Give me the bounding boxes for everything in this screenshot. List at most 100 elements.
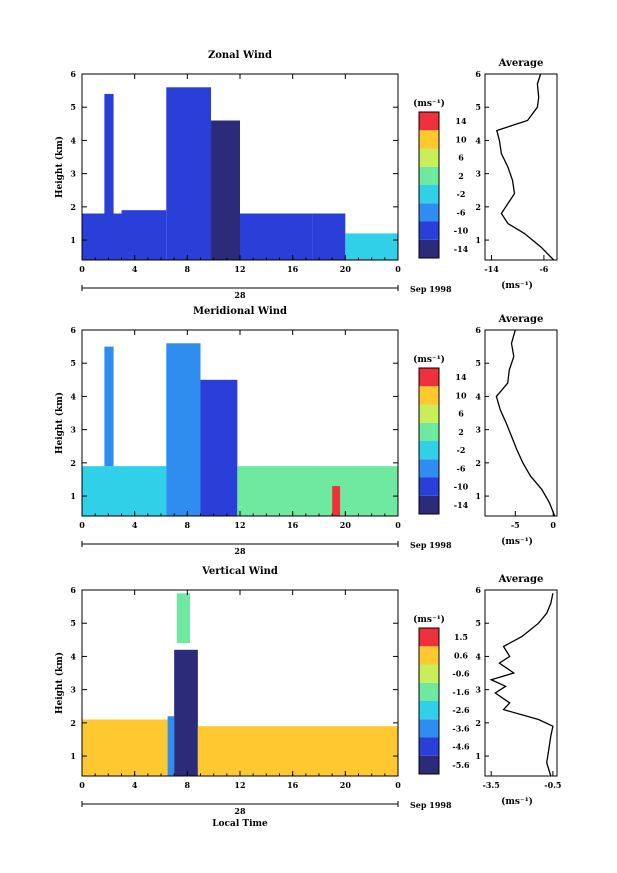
heatmap-cell (82, 213, 122, 260)
heatmap-cell (82, 466, 167, 516)
colorbar-segment (419, 368, 439, 387)
x-tick-label: 0 (395, 264, 401, 274)
colorbar-tick-label: 2 (458, 427, 464, 437)
colorbar-segment (419, 221, 439, 240)
avg-y-tick-label: 5 (475, 102, 481, 112)
avg-y-tick-label: 1 (475, 491, 481, 501)
colorbar-tick-label: -2.6 (452, 705, 470, 715)
x-tick-label: 0 (79, 780, 85, 790)
y-tick-label: 2 (70, 458, 76, 468)
heatmap-cell (237, 466, 398, 516)
x-tick-label: 12 (234, 520, 245, 530)
avg-y-tick-label: 4 (475, 391, 481, 401)
y-axis-label: Height (km) (54, 136, 65, 198)
colorbar-tick-label: -6 (457, 463, 466, 473)
heatmap-cell (174, 649, 198, 776)
date-month-label: Sep 1998 (410, 284, 452, 294)
heatmap-cell (312, 213, 346, 260)
colorbar-tick-label: -1.6 (452, 687, 470, 697)
avg-y-tick-label: 6 (475, 325, 481, 335)
colorbar-tick-label: -0.6 (452, 669, 470, 679)
heatmap-cell (167, 716, 175, 776)
y-axis-label: Height (km) (54, 652, 65, 714)
avg-x-tick-label: -5 (511, 520, 520, 530)
date-day-label: 28 (234, 546, 246, 556)
y-tick-label: 5 (70, 358, 76, 368)
colorbar-segment (419, 459, 439, 478)
average-title: Average (498, 314, 544, 325)
x-tick-label: 8 (185, 520, 191, 530)
colorbar-segment (419, 148, 439, 167)
heatmap-cell (121, 210, 167, 260)
x-tick-label: 12 (234, 264, 245, 274)
y-tick-label: 1 (70, 491, 76, 501)
x-tick-label: 8 (185, 780, 191, 790)
x-tick-label: 16 (287, 264, 299, 274)
x-tick-label: 20 (340, 780, 352, 790)
heatmap-cell (82, 719, 168, 776)
colorbar-segment (419, 755, 439, 774)
y-tick-label: 2 (70, 202, 76, 212)
colorbar-segment (419, 441, 439, 460)
colorbar-segment (419, 737, 439, 756)
colorbar-tick-label: -4.6 (452, 742, 470, 752)
x-tick-label: 0 (79, 264, 85, 274)
x-tick-label: 0 (395, 520, 401, 530)
avg-x-tick-label: -14 (484, 264, 499, 274)
colorbar-tick-label: -2 (457, 445, 466, 455)
avg-y-tick-label: 5 (475, 358, 481, 368)
colorbar-segment (419, 386, 439, 405)
colorbar-unit-label: (ms⁻¹) (413, 354, 445, 365)
x-tick-label: 0 (79, 520, 85, 530)
date-day-label: 28 (234, 290, 246, 300)
y-axis-label: Height (km) (54, 392, 65, 454)
colorbar-frame (418, 111, 440, 259)
y-tick-label: 6 (70, 69, 76, 79)
avg-y-tick-label: 3 (475, 685, 481, 695)
heatmap-cell (104, 346, 114, 467)
avg-y-tick-label: 4 (475, 135, 481, 145)
colorbar-tick-label: -10 (454, 482, 469, 492)
y-tick-label: 6 (70, 585, 76, 595)
colorbar-tick-label: 14 (455, 372, 467, 382)
colorbar-unit-label: (ms⁻¹) (413, 614, 445, 625)
avg-y-tick-label: 2 (475, 458, 481, 468)
average-frame (484, 329, 558, 517)
colorbar-tick-label: -14 (454, 500, 469, 510)
panel-title: Zonal Wind (208, 50, 272, 61)
y-tick-label: 2 (70, 718, 76, 728)
x-tick-label: 4 (132, 780, 138, 790)
colorbar-segment (419, 239, 439, 258)
colorbar-segment (419, 166, 439, 185)
colorbar-tick-label: 2 (458, 171, 464, 181)
colorbar-tick-label: 6 (458, 153, 464, 163)
colorbar-tick-label: 6 (458, 409, 464, 419)
avg-x-tick-label: 0 (550, 520, 556, 530)
avg-x-tick-label: -0.5 (544, 780, 561, 790)
colorbar-segment (419, 628, 439, 647)
date-day-label: 28 (234, 806, 246, 816)
colorbar-frame (418, 367, 440, 515)
y-tick-label: 4 (70, 135, 76, 145)
y-tick-label: 3 (70, 685, 76, 695)
x-tick-label: 16 (287, 520, 299, 530)
average-title: Average (498, 574, 544, 585)
colorbar-tick-label: -10 (454, 226, 469, 236)
avg-y-tick-label: 3 (475, 425, 481, 435)
avg-x-axis-label: (ms⁻¹) (501, 280, 533, 291)
heatmap-cell (211, 120, 240, 260)
colorbar-segment (419, 701, 439, 720)
avg-y-tick-label: 1 (475, 751, 481, 761)
y-tick-label: 4 (70, 651, 76, 661)
date-month-label: Sep 1998 (410, 540, 452, 550)
avg-x-axis-label: (ms⁻¹) (501, 796, 533, 807)
avg-y-tick-label: 6 (475, 69, 481, 79)
avg-y-tick-label: 2 (475, 202, 481, 212)
colorbar-segment (419, 682, 439, 701)
heatmap-cell (104, 93, 114, 214)
y-tick-label: 3 (70, 425, 76, 435)
heatmap-cell (345, 233, 398, 260)
colorbar-segment (419, 495, 439, 514)
